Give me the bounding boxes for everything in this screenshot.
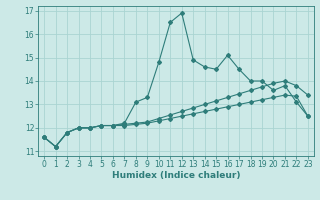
X-axis label: Humidex (Indice chaleur): Humidex (Indice chaleur) xyxy=(112,171,240,180)
